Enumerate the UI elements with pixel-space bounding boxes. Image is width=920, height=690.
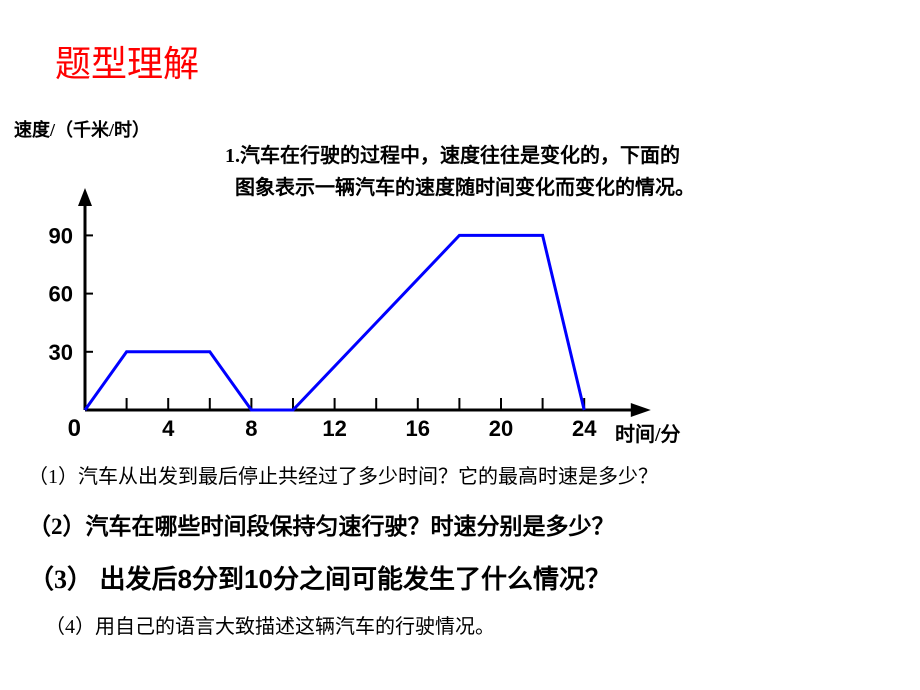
y-axis-label: 速度/（千米/时） [14, 116, 150, 142]
question-2: （2）汽车在哪些时间段保持匀速行驶？时速分别是多少？ [28, 510, 615, 545]
x-axis-label: 时间/分 [615, 418, 681, 447]
svg-text:24: 24 [572, 416, 597, 441]
q3-part2: 分到 [192, 565, 244, 594]
question-4: （4）用自己的语言大致描述这辆汽车的行驶情况。 [45, 612, 495, 642]
page-title: 题型理解 [55, 35, 199, 87]
q3-num-10: 10 [244, 564, 273, 594]
svg-text:0: 0 [68, 415, 81, 442]
q3-prefix: （3） [28, 565, 93, 594]
q3-part3: 分之间可能发生了什么情况？ [273, 565, 611, 594]
line-chart: 30609048121620240 [40, 140, 610, 435]
question-3: （3） 出发后8分到10分之间可能发生了什么情况？ [28, 560, 611, 599]
svg-text:90: 90 [49, 223, 73, 248]
svg-text:12: 12 [322, 416, 346, 441]
svg-text:30: 30 [49, 340, 73, 365]
q3-part1: 出发后 [100, 565, 178, 594]
svg-text:8: 8 [245, 416, 257, 441]
svg-text:4: 4 [162, 416, 175, 441]
question-1: （1）汽车从出发到最后停止共经过了多少时间？它的最高时速是多少？ [28, 462, 658, 492]
svg-text:16: 16 [406, 416, 430, 441]
q3-num-8: 8 [178, 564, 192, 594]
svg-text:20: 20 [489, 416, 513, 441]
chart-container: 30609048121620240 [40, 140, 610, 420]
svg-text:60: 60 [49, 282, 73, 307]
